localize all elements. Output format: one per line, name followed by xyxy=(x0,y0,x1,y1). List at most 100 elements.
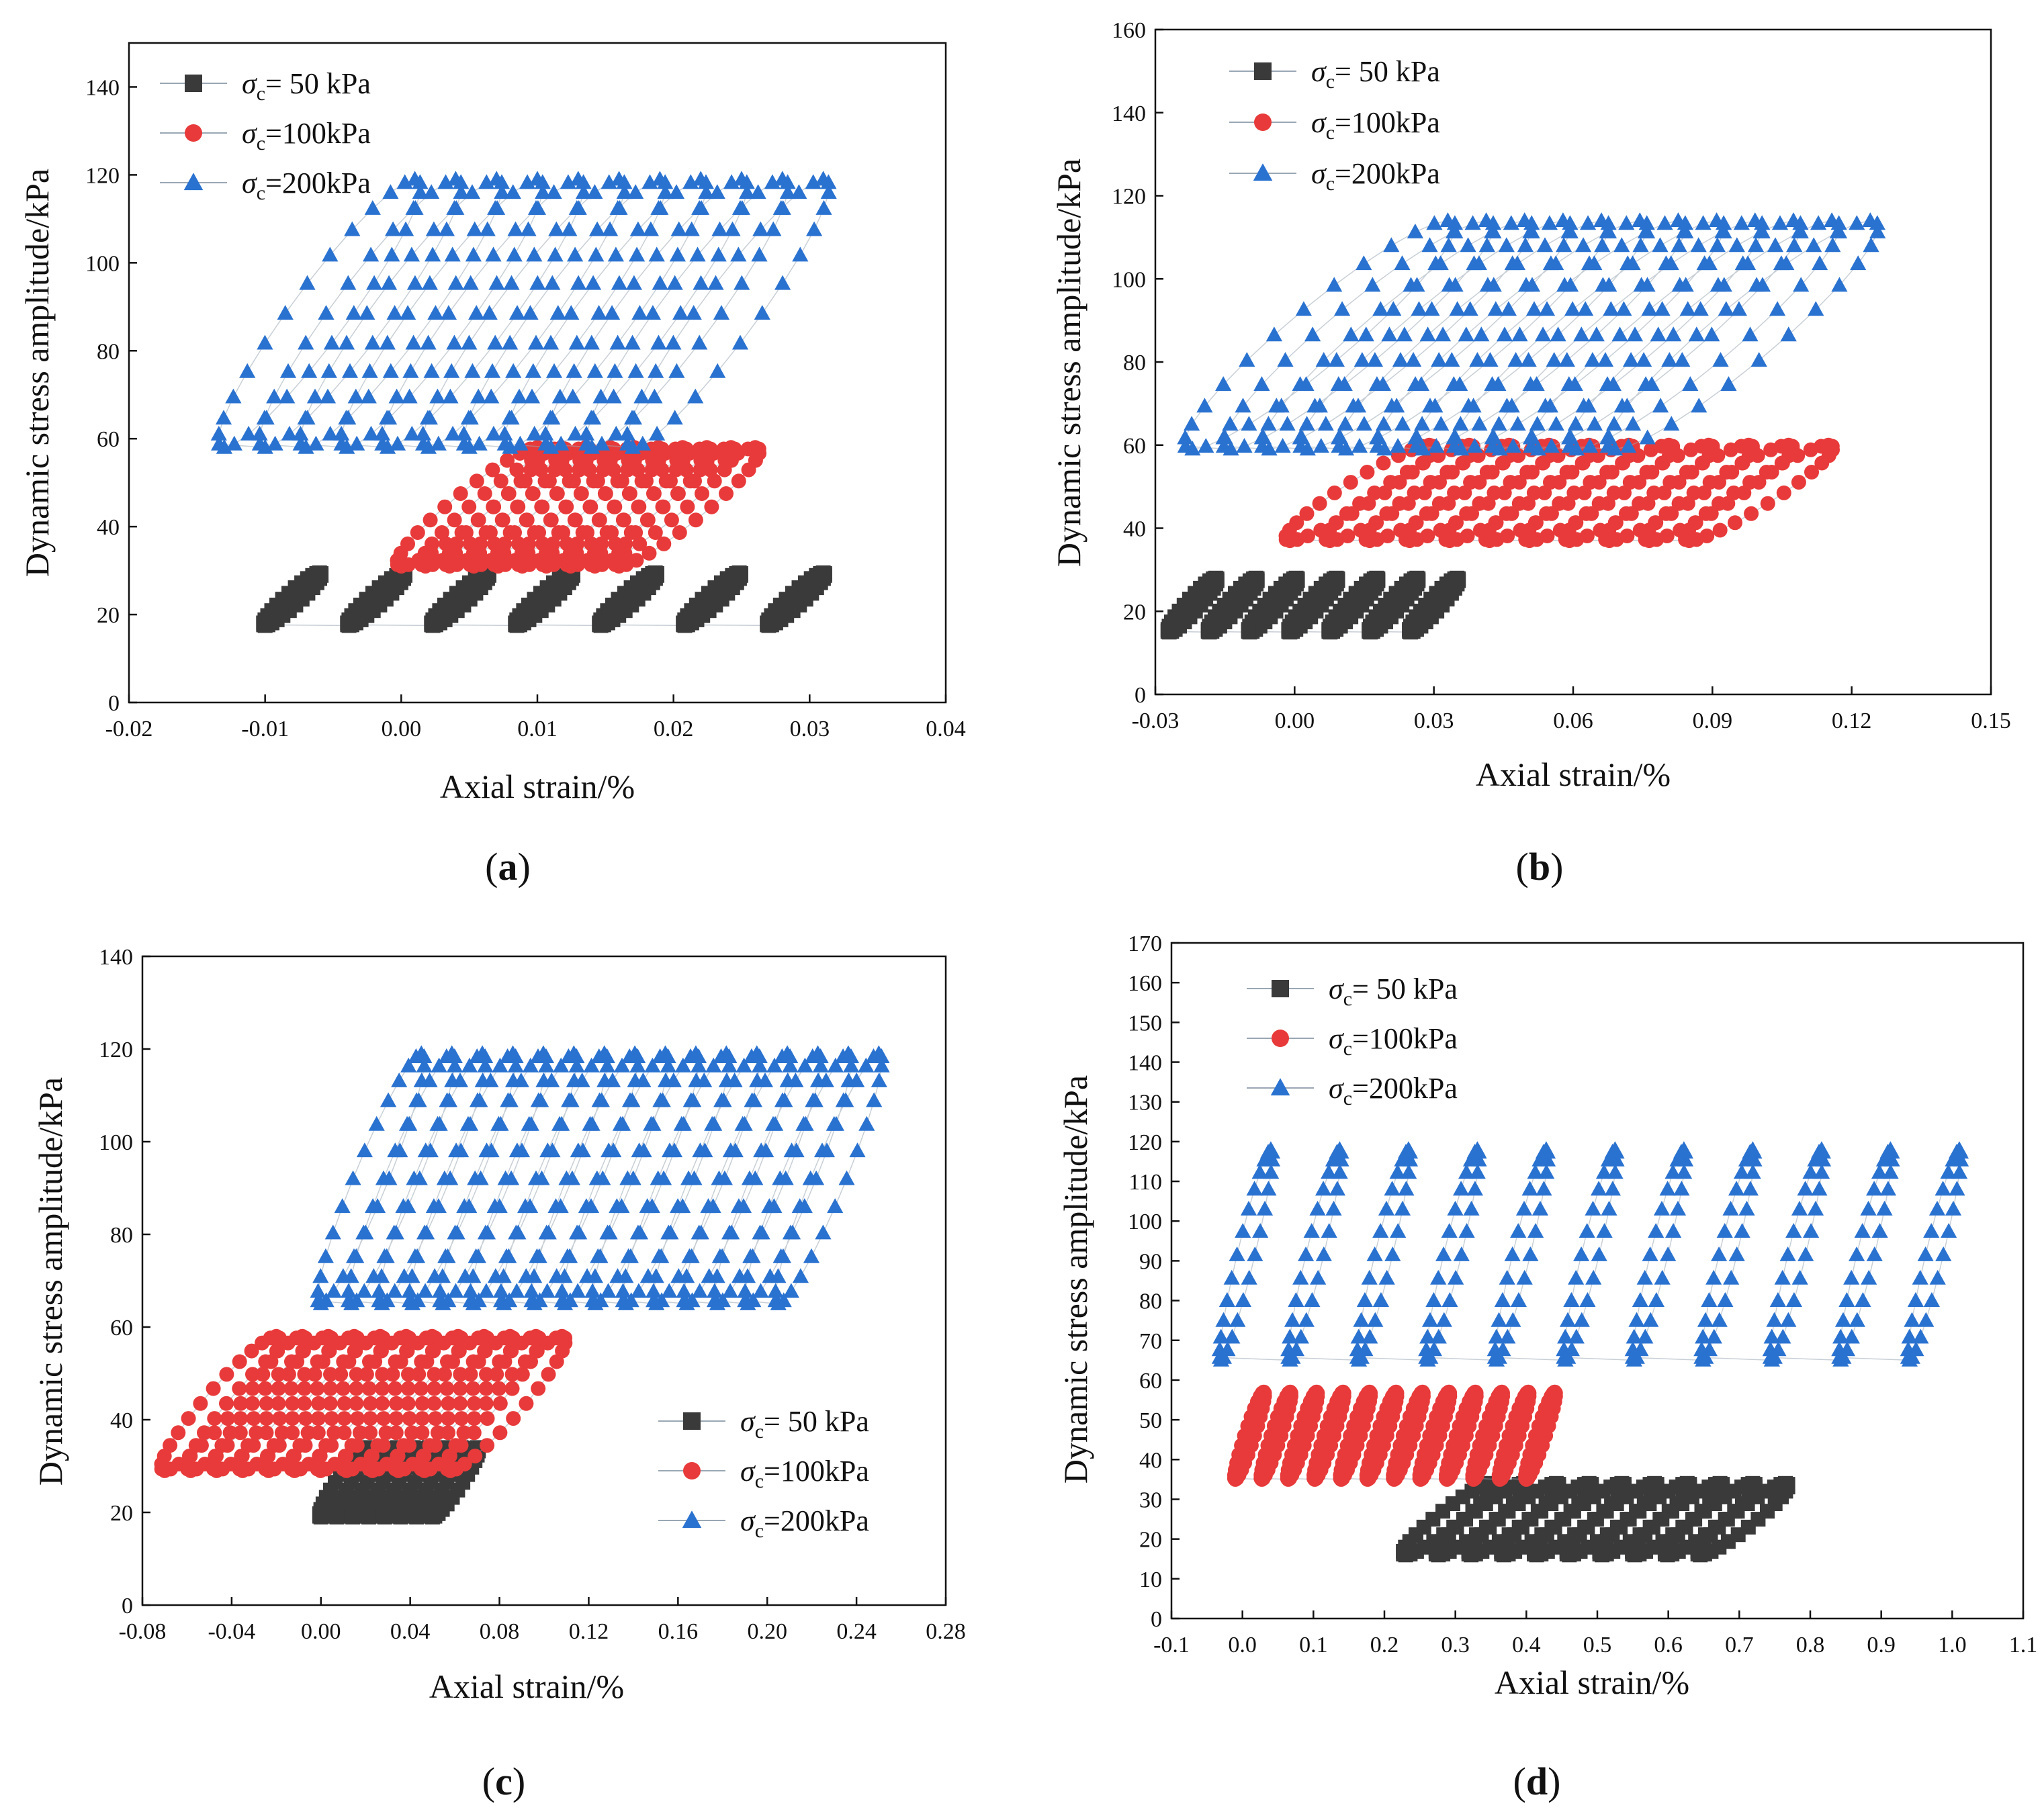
data-point xyxy=(673,1116,690,1131)
data-point xyxy=(1632,237,1649,253)
data-point xyxy=(1392,352,1409,367)
data-point xyxy=(629,1057,646,1073)
data-point xyxy=(484,363,501,378)
data-point xyxy=(1321,624,1337,639)
data-point xyxy=(1418,1341,1435,1357)
data-point xyxy=(633,388,650,404)
data-point xyxy=(1808,301,1824,316)
data-point xyxy=(1730,301,1747,316)
data-point xyxy=(584,1283,601,1298)
data-point xyxy=(501,410,518,425)
data-point xyxy=(292,426,309,441)
data-point xyxy=(400,1396,416,1411)
data-point xyxy=(683,1248,700,1263)
data-point xyxy=(1708,212,1725,227)
data-point xyxy=(508,1283,525,1298)
data-point xyxy=(782,1057,799,1073)
data-point xyxy=(219,1367,234,1382)
data-point xyxy=(601,1142,617,1158)
data-point xyxy=(1676,223,1693,238)
data-point xyxy=(691,200,708,215)
data-point xyxy=(1358,532,1374,547)
data-point xyxy=(1601,1201,1617,1216)
data-point xyxy=(336,1354,351,1369)
data-point xyxy=(485,426,502,441)
data-point xyxy=(480,1411,495,1426)
data-point xyxy=(753,1142,770,1158)
series-triangle xyxy=(310,1045,890,1310)
data-point xyxy=(838,1092,854,1107)
data-point xyxy=(1552,496,1567,511)
data-point xyxy=(1298,416,1315,431)
data-point xyxy=(385,1367,400,1382)
data-point xyxy=(791,1198,808,1214)
data-point xyxy=(491,1381,506,1396)
data-point xyxy=(1619,529,1635,543)
series-line xyxy=(317,1052,883,1305)
data-point xyxy=(1517,237,1534,253)
data-point xyxy=(533,462,549,477)
data-point xyxy=(646,1292,662,1308)
data-point xyxy=(1583,475,1598,490)
data-point xyxy=(1253,1471,1269,1486)
data-point xyxy=(1671,496,1687,511)
data-point xyxy=(414,426,431,441)
data-point xyxy=(1807,1151,1824,1167)
data-point xyxy=(510,388,528,404)
data-point xyxy=(246,1411,261,1426)
legend-label: σc=200kPa xyxy=(1311,157,1440,195)
data-point xyxy=(1762,1349,1779,1364)
data-point xyxy=(542,334,560,350)
data-point xyxy=(1458,1164,1475,1179)
data-point xyxy=(835,1048,852,1063)
data-point xyxy=(674,1057,691,1073)
data-point xyxy=(513,1073,529,1087)
y-tick-label: 80 xyxy=(110,1223,133,1248)
data-point xyxy=(545,363,563,378)
data-point xyxy=(373,1268,390,1283)
data-point xyxy=(363,246,380,262)
data-point xyxy=(1423,301,1440,316)
data-point xyxy=(1326,277,1343,292)
data-point xyxy=(721,1224,738,1240)
data-point xyxy=(232,1354,247,1369)
data-point xyxy=(616,184,633,199)
data-point xyxy=(1611,326,1628,342)
data-point xyxy=(502,1092,519,1107)
data-point xyxy=(1563,1292,1580,1307)
data-point xyxy=(1900,1341,1916,1357)
data-point xyxy=(443,363,460,378)
data-point xyxy=(373,426,391,441)
data-point xyxy=(1372,1223,1389,1238)
data-point xyxy=(1435,326,1452,342)
data-point xyxy=(486,499,501,514)
data-point xyxy=(583,334,600,350)
data-point xyxy=(866,1092,883,1107)
data-point xyxy=(770,1268,787,1283)
data-point xyxy=(1369,438,1386,453)
chart-panel-b: -0.03 0.00 0.03 0.06 0.09 0.12 0.1502040608010… xyxy=(1050,18,2011,889)
data-point xyxy=(1560,376,1577,391)
data-point xyxy=(456,1198,473,1214)
data-point xyxy=(1536,1181,1552,1196)
data-point xyxy=(1579,1223,1595,1238)
data-point xyxy=(1288,1292,1304,1307)
data-point xyxy=(312,1268,329,1283)
data-point xyxy=(1473,326,1490,342)
y-tick-label: 0 xyxy=(108,691,120,716)
data-point xyxy=(590,305,607,320)
data-point xyxy=(1624,1349,1641,1364)
data-point xyxy=(1606,485,1622,500)
data-point xyxy=(503,275,520,290)
data-point xyxy=(746,1092,762,1107)
data-point xyxy=(1654,1269,1671,1285)
data-point xyxy=(568,334,585,350)
data-point xyxy=(736,1057,752,1073)
data-point xyxy=(706,1292,723,1308)
data-point xyxy=(297,1367,312,1382)
data-point xyxy=(297,1381,312,1396)
data-point xyxy=(1280,1341,1297,1357)
data-point xyxy=(1343,475,1358,490)
data-point xyxy=(477,486,492,501)
data-point xyxy=(1653,1201,1671,1216)
